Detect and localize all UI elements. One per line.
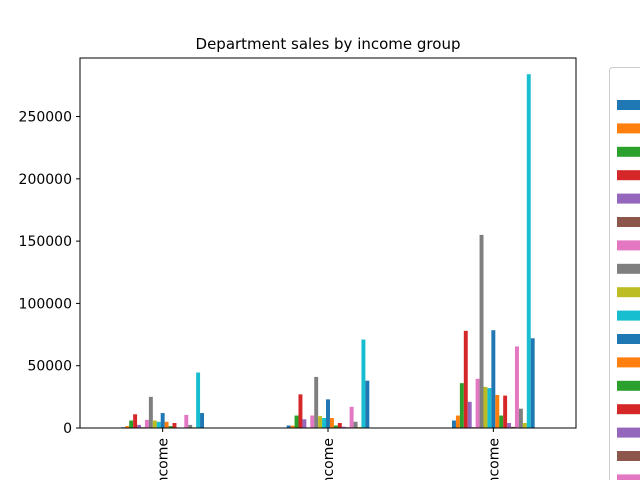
legend [617, 100, 640, 480]
bar-s15-2 [511, 426, 515, 428]
y-tick-label: 0 [63, 421, 72, 437]
bar-s6-2 [475, 378, 480, 428]
bar-s3-0 [133, 414, 138, 428]
bar-s18-2 [522, 423, 527, 428]
bar-s17-2 [518, 408, 523, 428]
bar-s16-0 [184, 414, 189, 428]
legend-swatch [617, 310, 640, 321]
bars-group [121, 74, 535, 428]
bar-s6-0 [144, 419, 149, 428]
legend-swatch [617, 263, 640, 274]
x-tick-label: Low income [156, 438, 172, 480]
plot-frame [79, 57, 577, 429]
bar-s0-2 [452, 420, 456, 428]
legend-swatch [617, 451, 640, 461]
bar-s19-1 [361, 339, 366, 428]
bar-s11-1 [329, 418, 334, 428]
bar-s16-2 [514, 346, 519, 428]
y-tick-label: 150000 [19, 234, 72, 250]
y-tick-label: 100000 [19, 296, 72, 312]
bar-s9-1 [322, 418, 327, 428]
bar-s1-2 [455, 415, 460, 428]
y-tick-label: 50000 [27, 359, 72, 375]
bar-s7-1 [314, 376, 319, 428]
bar-s14-1 [341, 426, 346, 428]
y-tick-label: 250000 [19, 110, 72, 126]
bar-s1-0 [125, 426, 130, 428]
bar-s17-1 [353, 421, 358, 428]
legend-swatch [617, 380, 640, 391]
bar-s12-1 [333, 425, 338, 428]
x-tick-label: Medium income [321, 438, 337, 480]
bar-s4-2 [467, 401, 472, 428]
bar-s11-2 [495, 394, 500, 428]
bar-s13-2 [503, 395, 508, 428]
bar-s4-0 [137, 424, 142, 428]
bar-s9-2 [487, 388, 492, 428]
bar-s12-2 [499, 415, 504, 428]
x-tick-label: High income [486, 438, 502, 480]
bar-s16-1 [349, 406, 354, 428]
legend-swatch [617, 404, 640, 415]
bar-s2-2 [459, 383, 464, 428]
bar-s9-0 [156, 421, 161, 428]
bar-s0-1 [286, 425, 291, 428]
legend-swatch [617, 287, 640, 298]
legend-swatch [617, 193, 640, 204]
legend-swatch [617, 240, 640, 251]
bar-s7-2 [479, 234, 484, 428]
legend-swatch [617, 334, 640, 344]
chart-title: Department sales by income group [196, 35, 461, 53]
bar-s20-1 [365, 380, 370, 428]
y-axis: 0 50000 100000 150000 200000 250000 [19, 110, 80, 437]
bar-s14-2 [507, 423, 512, 428]
bar-s20-2 [530, 338, 535, 428]
legend-swatch [617, 217, 640, 227]
bar-s4-1 [302, 419, 307, 428]
bar-s20-0 [200, 413, 204, 428]
bar-s10-2 [491, 330, 496, 428]
legend-swatch [617, 146, 640, 157]
bar-s17-0 [188, 424, 193, 428]
bar-s10-1 [326, 399, 330, 428]
bar-s1-1 [290, 425, 295, 428]
y-tick-label: 200000 [19, 172, 72, 188]
x-axis: Low income Medium income High income [156, 428, 502, 480]
legend-swatch [617, 427, 640, 438]
bar-s13-0 [172, 423, 177, 428]
bar-s8-2 [483, 386, 488, 428]
bar-s12-0 [168, 426, 173, 428]
bar-s8-0 [152, 420, 157, 428]
bar-s11-0 [164, 421, 169, 428]
legend-swatch [617, 100, 640, 110]
bar-s19-2 [526, 74, 531, 428]
legend-swatch [617, 170, 640, 181]
legend-swatch [617, 357, 640, 368]
bar-s8-1 [318, 416, 323, 428]
legend-swatch [617, 123, 640, 134]
bar-s6-1 [310, 415, 315, 428]
bar-s3-2 [463, 330, 468, 428]
legend-swatch [617, 474, 640, 480]
bar-s3-1 [298, 394, 303, 428]
bar-s13-1 [337, 423, 342, 428]
bar-s2-1 [294, 415, 299, 428]
bar-s2-0 [129, 420, 134, 428]
bar-s7-0 [148, 396, 153, 428]
bar-s10-0 [160, 413, 165, 428]
bar-s19-0 [196, 372, 201, 428]
